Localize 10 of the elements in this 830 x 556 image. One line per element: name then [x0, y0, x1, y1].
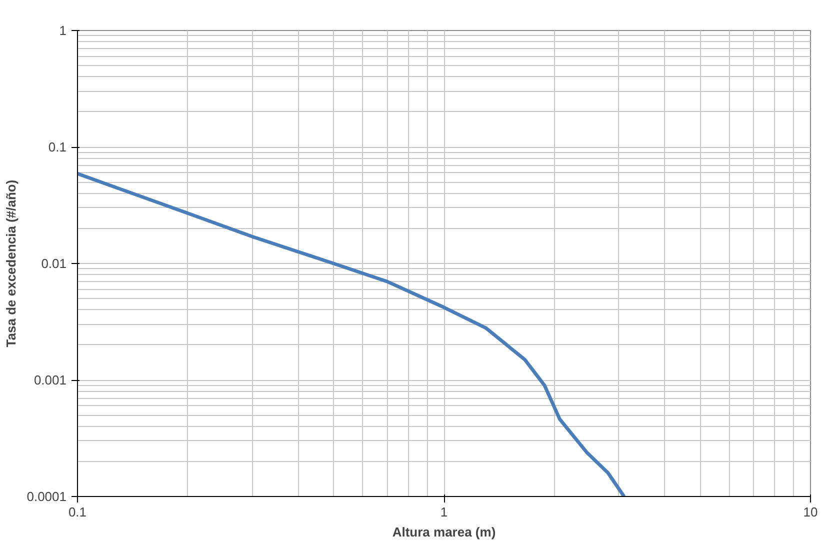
- y-tick-label: 0.001: [34, 372, 67, 388]
- y-tick-label: 0.01: [41, 256, 67, 271]
- x-tick-label: 10: [803, 504, 818, 520]
- x-axis-title: Altura marea (m): [392, 524, 496, 540]
- y-tick-label: 0.0001: [26, 489, 67, 504]
- y-tick-label: 1: [59, 23, 67, 38]
- x-tick-label: 1: [440, 504, 448, 520]
- y-axis-title: Tasa de excedencia (#/año): [4, 180, 19, 348]
- x-tick-label: 0.1: [68, 504, 87, 520]
- y-tick-label: 0.1: [48, 140, 67, 154]
